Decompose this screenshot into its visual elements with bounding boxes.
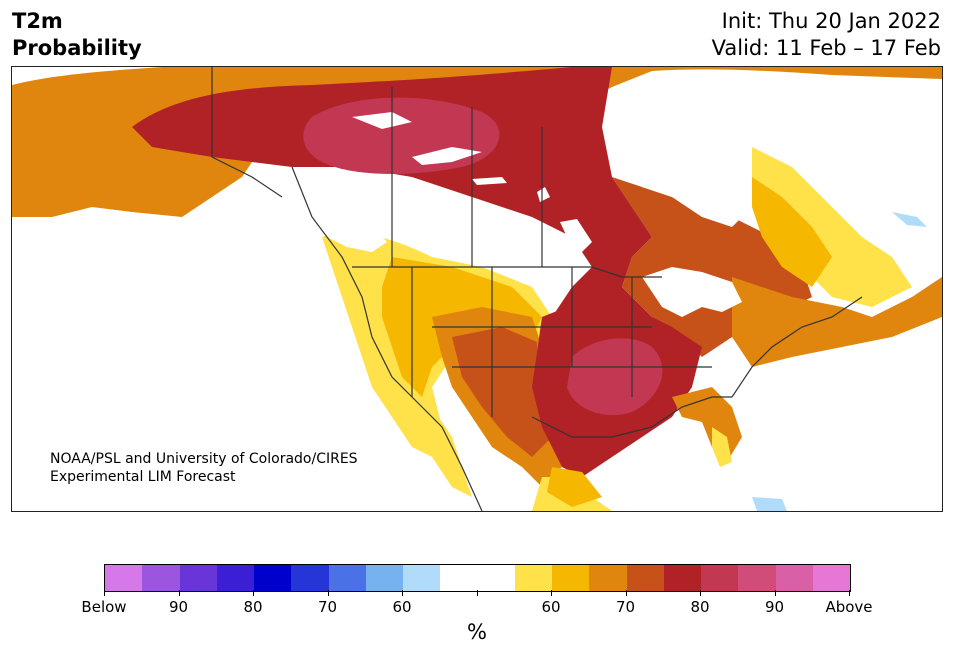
colorbar-tick-label: 70 [615, 598, 636, 616]
credit-line-2: Experimental LIM Forecast [50, 469, 236, 485]
credit-line-1: NOAA/PSL and University of Colorado/CIRE… [50, 451, 358, 467]
lake-1 [352, 112, 412, 129]
colorbar-segment [589, 565, 627, 591]
colorbar-segment [701, 565, 739, 591]
colorbar-tick-label: Above [825, 598, 873, 616]
colorbar-segment [440, 565, 478, 591]
us-canada-border [352, 266, 662, 278]
colorbar-tick [700, 590, 701, 596]
colorbar-segment [738, 565, 776, 591]
colorbar-tick-label: 90 [168, 598, 189, 616]
colorbar-segment [403, 565, 441, 591]
hudson-bay-area [622, 117, 752, 227]
caribbean-cold-spot [752, 497, 787, 511]
hot-spot-south [567, 338, 663, 416]
colorbar-segment [216, 565, 254, 591]
map-title: T2m Probability [12, 8, 142, 62]
gulf-inner-region [547, 467, 602, 507]
colorbar-tick [625, 590, 627, 596]
colorbar-segment [328, 565, 366, 591]
colorbar-tick-label: 80 [243, 598, 263, 616]
title-type: Probability [12, 36, 142, 60]
title-variable: T2m [12, 9, 63, 33]
lake-5 [537, 187, 550, 202]
colorbar-tick [178, 590, 180, 596]
colorbar-segment [775, 565, 813, 591]
east-coast-line [731, 296, 863, 398]
colorbar-tick-label: 80 [690, 598, 710, 616]
lake-3 [472, 177, 507, 185]
colorbar-tick [476, 590, 478, 596]
colorbar-segment [291, 565, 329, 591]
west-coast-line [291, 166, 483, 511]
credit-text: NOAA/PSL and University of Colorado/CIRE… [50, 450, 358, 486]
colorbar-segment [552, 565, 590, 591]
valid-range: Valid: 11 Feb – 17 Feb [711, 36, 941, 60]
lake-2 [412, 147, 482, 165]
southwest-inner-region [452, 327, 552, 457]
colorbar-tick [327, 590, 329, 596]
colorbar-tick [774, 590, 776, 596]
bc-coast-area [312, 217, 387, 252]
great-lakes-area [642, 267, 742, 317]
colorbar-segment [365, 565, 403, 591]
colorbar-segment [626, 565, 664, 591]
colorbar-tick [253, 590, 254, 596]
atlantic-region [732, 277, 942, 367]
colorbar-tick-label: 60 [392, 598, 412, 616]
hot-spot-north [303, 97, 500, 174]
colorbar-segment [663, 565, 701, 591]
colorbar-segment [477, 565, 515, 591]
probability-map: NOAA/PSL and University of Colorado/CIRE… [11, 66, 943, 512]
forecast-dates: Init: Thu 20 Jan 2022 Valid: 11 Feb – 17… [712, 8, 941, 62]
colorbar-unit: % [467, 620, 487, 644]
colorbar-segment [105, 565, 143, 591]
quebec-inner-region [752, 177, 832, 287]
colorbar-segment [812, 565, 850, 591]
colorbar-tick [849, 590, 850, 596]
alaska-border [211, 67, 283, 198]
colorbar-tick [104, 590, 105, 596]
colorbar-tick-label: 90 [764, 598, 785, 616]
borders [211, 67, 863, 511]
colorbar-tick-label: Below [81, 598, 127, 616]
colorbar-segment [514, 565, 552, 591]
quebec-region [752, 147, 912, 307]
colorbar-segment [179, 565, 217, 591]
colorbar-tick-label: 60 [541, 598, 561, 616]
florida-tip-region [712, 427, 732, 467]
gulf-coast-line [531, 396, 732, 438]
map-svg [12, 67, 942, 511]
labrador-cold-spot [892, 212, 927, 227]
colorbar-tick [551, 590, 552, 596]
baja-region [412, 397, 472, 497]
colorbar-tick [402, 590, 403, 596]
colorbar-tick-label: 70 [317, 598, 338, 616]
colorbar-segment [142, 565, 180, 591]
init-date: Init: Thu 20 Jan 2022 [721, 9, 941, 33]
colorbar [104, 564, 851, 592]
colorbar-segment [254, 565, 292, 591]
lake-4 [560, 219, 592, 252]
